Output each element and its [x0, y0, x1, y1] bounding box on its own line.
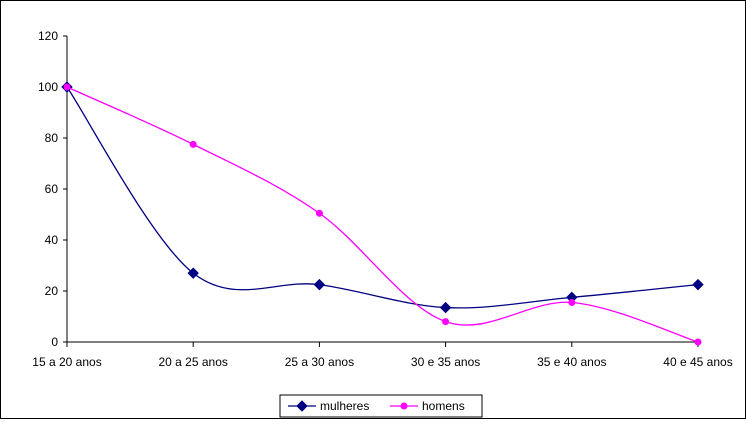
- y-tick-label: 60: [45, 182, 59, 196]
- data-point-mulheres: [187, 267, 199, 279]
- x-tick-label: 25 a 30 anos: [285, 355, 354, 369]
- legend-box: [279, 394, 483, 418]
- y-tick-label: 120: [38, 29, 58, 43]
- data-point-homens: [63, 83, 71, 91]
- legend-marker-homens: [400, 402, 408, 410]
- y-tick-label: 0: [51, 335, 58, 349]
- data-point-homens: [694, 338, 702, 346]
- x-tick-label: 30 e 35 anos: [411, 355, 480, 369]
- axes: 0 20 40 60 80 100 120 15 a 20 anos 20 a 25 anos 2…: [32, 29, 732, 369]
- data-point-homens: [189, 140, 197, 148]
- series-line-mulheres: [66, 86, 699, 309]
- legend-marker-mulheres: [296, 400, 308, 412]
- data-point-mulheres: [313, 278, 326, 291]
- series-mulheres: [61, 81, 704, 314]
- y-tick-label: 20: [45, 284, 59, 298]
- y-tick-label: 40: [45, 233, 59, 247]
- data-point-homens: [442, 318, 450, 326]
- y-tick-label: 80: [45, 131, 59, 145]
- x-tick-label: 35 e 40 anos: [537, 355, 606, 369]
- data-point-mulheres: [692, 278, 704, 291]
- x-tick-label: 15 a 20 anos: [32, 355, 101, 369]
- series-layer: [61, 81, 704, 346]
- legend: mulheres homens: [279, 394, 483, 418]
- data-point-homens: [315, 209, 323, 217]
- series-line-homens: [66, 86, 699, 343]
- y-tick-label: 100: [38, 80, 58, 94]
- data-point-mulheres: [439, 301, 452, 314]
- x-tick-label: 40 e 45 anos: [663, 355, 732, 369]
- series-homens: [63, 83, 702, 346]
- legend-label-homens: homens: [422, 399, 465, 413]
- legend-label-mulheres: mulheres: [320, 399, 369, 413]
- data-point-homens: [568, 298, 576, 306]
- x-tick-label: 20 a 25 anos: [158, 355, 227, 369]
